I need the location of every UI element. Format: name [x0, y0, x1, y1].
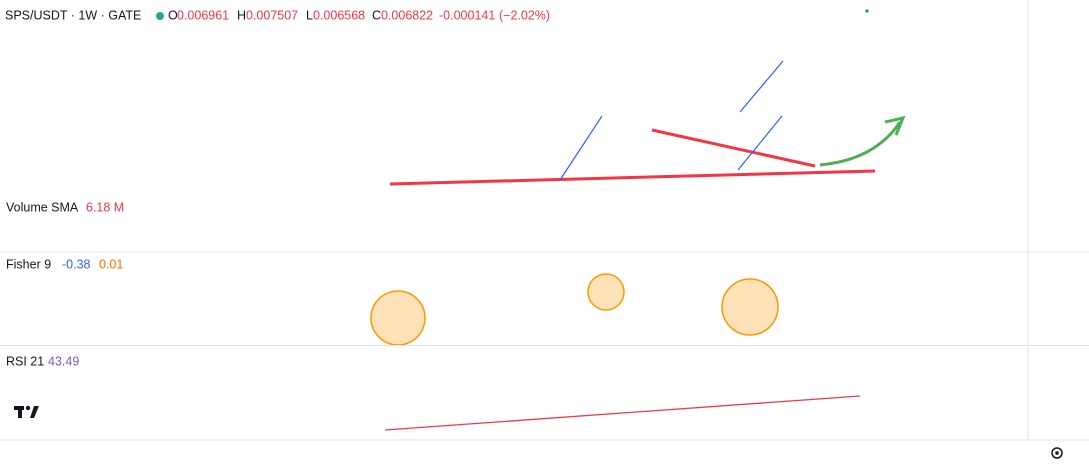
fisher-title: Fisher 9: [6, 257, 51, 271]
legend-change-pct: (−2.02%): [499, 8, 550, 22]
highlight-circle: [587, 273, 625, 311]
legend-value: 0.006822: [381, 8, 433, 22]
legend-value: 0.006568: [313, 8, 365, 22]
fisher-value: -0.38: [62, 257, 91, 271]
trigger-value: 0.01: [99, 257, 123, 271]
channel-line: [559, 115, 603, 181]
axis-layer: [0, 0, 1089, 441]
rsi-value: 43.49: [48, 354, 79, 368]
settings-hub[interactable]: [1055, 451, 1059, 455]
legend-key: H: [237, 8, 246, 22]
status-dot: [156, 12, 164, 20]
legend-key: L: [306, 8, 313, 22]
highlight-circle: [370, 290, 426, 346]
volume-sma-value: 6.18 M: [86, 200, 124, 214]
price-axis-bg: [1028, 0, 1089, 440]
symbol-title: SPS/USDT · 1W · GATE: [5, 8, 141, 22]
resistance-trendline: [651, 128, 816, 168]
highlight-circle: [721, 278, 779, 336]
drawings: [370, 9, 906, 431]
logo-part: [18, 406, 22, 418]
logo-part: [25, 405, 31, 411]
rsi-title: RSI 21: [6, 354, 44, 368]
channel-line: [739, 60, 784, 113]
volume-title: Volume SMA: [6, 200, 79, 214]
rsi-trendline: [384, 395, 861, 431]
channel-line: [737, 115, 783, 171]
arrow-head: [884, 115, 906, 136]
tradingview-logo: [14, 405, 39, 418]
support-trendline: [389, 169, 876, 186]
legend-key: C: [372, 8, 381, 22]
marker-dot: [865, 9, 869, 13]
legend-change: -0.000141: [439, 8, 495, 22]
legend-value: 0.007507: [246, 8, 298, 22]
settings-icon[interactable]: [1051, 447, 1063, 459]
settings-gear[interactable]: [1051, 447, 1063, 459]
logo-part: [30, 406, 39, 418]
legends: SPS/USDT · 1W · GATE O 0.006961 H 0.0075…: [5, 8, 550, 368]
legend-key: O: [168, 8, 178, 22]
legend-value: 0.006961: [177, 8, 229, 22]
forecast-arrow: [819, 121, 902, 167]
